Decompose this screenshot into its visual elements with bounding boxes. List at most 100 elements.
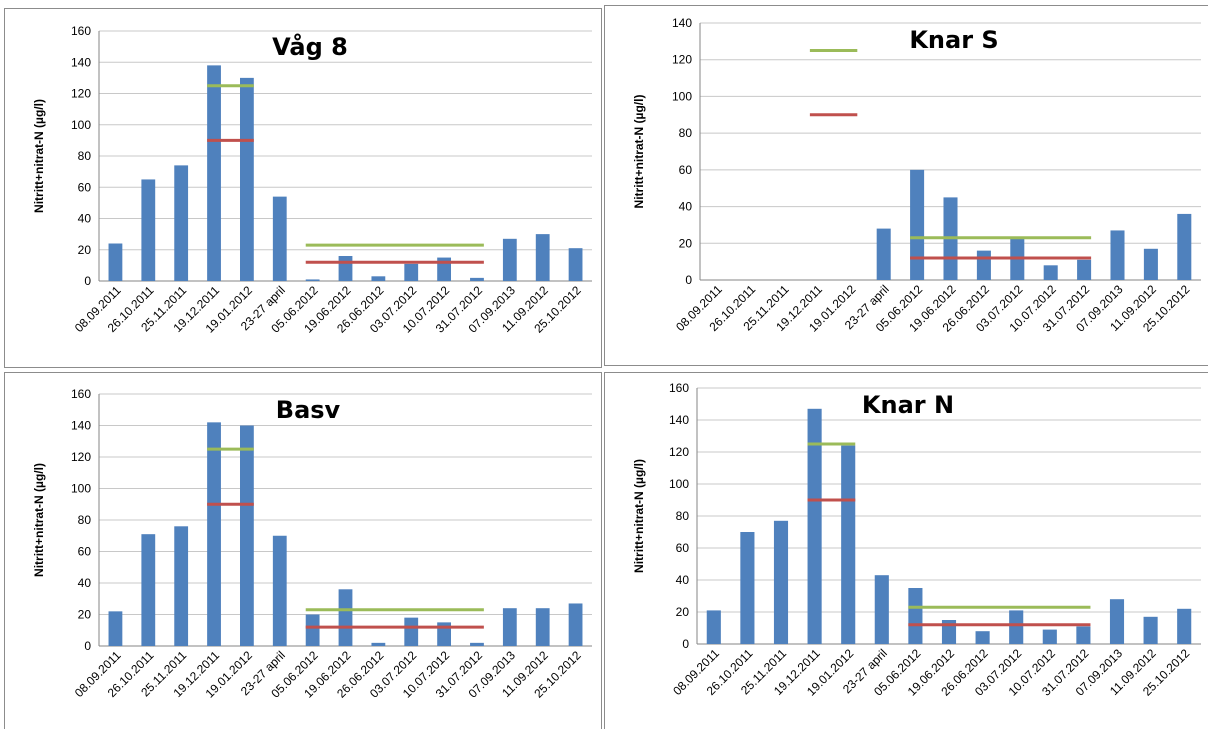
y-tick-label: 120 [71, 87, 91, 101]
bar [1177, 608, 1192, 644]
y-tick-label: 80 [679, 126, 693, 140]
bar [305, 279, 320, 281]
bar [1077, 259, 1092, 280]
y-tick-label: 160 [669, 381, 689, 395]
bar [908, 588, 923, 644]
y-tick-label: 40 [78, 212, 92, 226]
bar [305, 614, 320, 646]
bar [371, 276, 386, 281]
y-tick-label: 140 [71, 419, 91, 433]
y-tick-label: 0 [84, 274, 91, 288]
y-tick-label: 100 [71, 482, 91, 496]
chart-title: Våg 8 [272, 32, 348, 61]
chart-title: Basv [276, 396, 341, 424]
y-tick-label: 20 [78, 608, 92, 622]
y-tick-label: 140 [672, 16, 692, 30]
chart-panel-basv: 0 20 40 60 80 100 120 140 160 08.09.2011 26.10.201… [4, 372, 602, 729]
y-tick-label: 0 [84, 639, 91, 653]
bar [141, 534, 156, 646]
y-tick-label: 160 [71, 387, 91, 401]
bar [207, 422, 221, 646]
bar [975, 631, 990, 644]
bar [1009, 610, 1024, 644]
chart-panel-knar-s: 0 20 40 60 80 100 120 140 08.09.2011 26.10.2011 25… [604, 5, 1208, 366]
y-tick-label: 20 [676, 605, 690, 619]
y-tick-label: 40 [679, 200, 693, 214]
bar [371, 642, 386, 646]
bar [338, 589, 353, 646]
y-axis-label: Nitritt+nitrat-N (µg/l) [32, 463, 46, 577]
y-tick-label: 140 [71, 55, 91, 69]
bar [807, 408, 822, 644]
bar [874, 575, 889, 644]
bar [470, 642, 484, 646]
y-axis-label: Nitritt+nitrat-N (µg/l) [32, 99, 46, 213]
bar [773, 520, 789, 644]
chart-panel-vag8: 0 20 40 60 80 100 120 140 160 08.09.2011 26.10.201… [4, 8, 602, 368]
bar [910, 169, 925, 280]
chart-title: Knar N [862, 391, 954, 419]
y-tick-label: 80 [78, 149, 92, 163]
bar [740, 532, 755, 644]
y-tick-label: 0 [685, 273, 692, 287]
y-tick-label: 80 [676, 509, 690, 523]
y-tick-label: 60 [676, 541, 690, 555]
bar [108, 243, 123, 281]
bar [272, 535, 287, 646]
bar [141, 179, 156, 281]
y-tick-label: 160 [71, 24, 91, 38]
bar [1042, 629, 1057, 644]
y-tick-label: 100 [672, 89, 692, 103]
bar [568, 248, 583, 281]
y-axis-label: Nitritt+nitrat-N (µg/l) [632, 459, 646, 573]
y-tick-label: 20 [679, 236, 693, 250]
y-tick-label: 20 [78, 243, 92, 257]
bar [174, 526, 189, 646]
bar [876, 228, 891, 280]
bar [535, 234, 550, 281]
y-tick-label: 100 [71, 118, 91, 132]
bar [1076, 626, 1091, 644]
bar [1109, 599, 1125, 644]
y-tick-label: 60 [78, 180, 92, 194]
bar [272, 196, 287, 281]
bar [841, 445, 856, 644]
bar [535, 608, 550, 646]
bar [404, 617, 419, 646]
chart-svg-basv: 02040608010012014016008.09.201126.10.201… [32, 387, 592, 701]
bar [470, 277, 484, 281]
y-tick-label: 140 [669, 413, 689, 427]
y-tick-label: 60 [78, 545, 92, 559]
bar [1177, 213, 1192, 280]
bar [1110, 230, 1125, 280]
y-tick-label: 120 [669, 445, 689, 459]
bar [338, 256, 353, 281]
chart-title: Knar S [909, 26, 998, 54]
y-tick-label: 100 [669, 477, 689, 491]
bar [1143, 248, 1158, 280]
bar [239, 425, 254, 646]
y-axis-label: Nitritt+nitrat-N (µg/l) [632, 95, 646, 209]
bar [976, 250, 991, 280]
y-tick-label: 80 [78, 513, 92, 527]
bar [174, 165, 189, 281]
y-tick-label: 40 [676, 573, 690, 587]
bar [1043, 265, 1058, 280]
bar [502, 238, 517, 281]
y-tick-label: 60 [679, 163, 693, 177]
bar [1143, 616, 1158, 644]
bar [207, 65, 221, 281]
chart-svg-knar-s: 02040608010012014008.09.201126.10.201125… [632, 16, 1201, 335]
bar [239, 77, 254, 281]
chart-svg-vag8: 02040608010012014016008.09.201126.10.201… [32, 24, 592, 336]
y-tick-label: 0 [682, 637, 689, 651]
y-tick-label: 120 [71, 450, 91, 464]
y-tick-label: 40 [78, 576, 92, 590]
bar [404, 263, 419, 281]
bar [706, 610, 721, 644]
bar [108, 611, 123, 646]
chart-svg-knar-n: 02040608010012014016008.09.201126.10.201… [632, 381, 1201, 699]
y-tick-label: 120 [672, 53, 692, 67]
chart-panel-knar-n: 0 20 40 60 80 100 120 140 160 08.09.2011 26.10.201… [604, 372, 1208, 729]
bar [568, 603, 583, 646]
